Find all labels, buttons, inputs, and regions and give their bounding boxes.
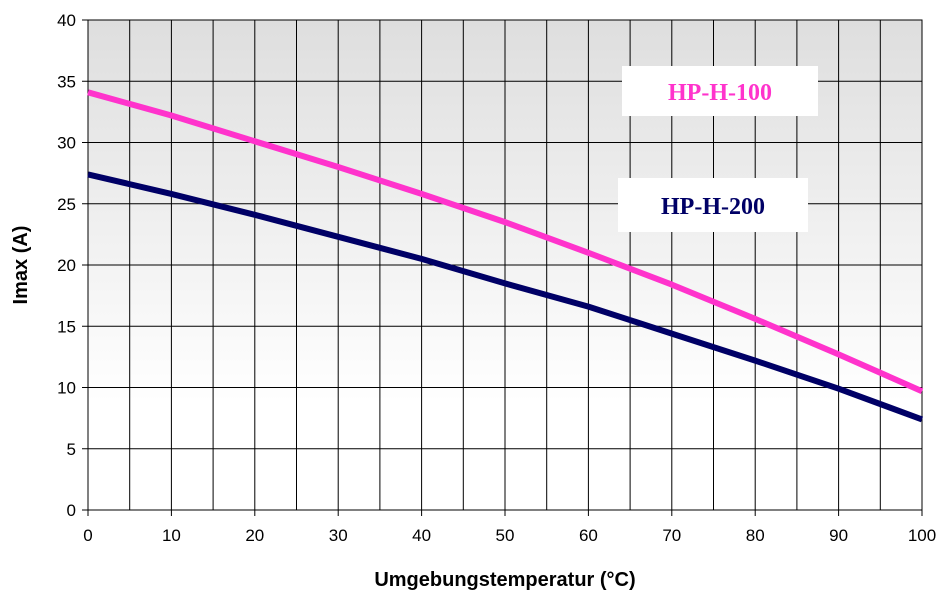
y-tick-label: 5: [67, 440, 76, 459]
series-group: [87, 89, 924, 423]
x-tick-label: 70: [662, 526, 681, 545]
x-tick-label: 20: [245, 526, 264, 545]
x-tick-label: 30: [329, 526, 348, 545]
x-tick-label: 50: [496, 526, 515, 545]
y-axis-title: Imax (A): [10, 226, 32, 305]
series-label-2: HP-H-200: [661, 194, 765, 220]
y-tick-label: 15: [57, 317, 76, 336]
y-tick-label: 0: [67, 501, 76, 520]
y-tick-label: 30: [57, 134, 76, 153]
y-tick-label: 40: [57, 11, 76, 30]
series-label-1: HP-H-100: [668, 80, 772, 106]
series-label-box: [622, 66, 818, 116]
x-tick-label: 10: [162, 526, 181, 545]
series-line-2: [87, 171, 924, 423]
y-tick-label: 35: [57, 72, 76, 91]
x-tick-label: 40: [412, 526, 431, 545]
series-labels: HP-H-100 HP-H-200: [618, 66, 818, 232]
series-label-box: [618, 178, 808, 232]
x-tick-label: 80: [746, 526, 765, 545]
axis-ticks: 0 10 20 30 40 50 60 70 80 90 100 0 5 10 15 20 25 30 35 40: [57, 11, 936, 545]
x-tick-label: 100: [908, 526, 936, 545]
x-tick-label: 60: [579, 526, 598, 545]
y-tick-label: 20: [57, 256, 76, 275]
x-axis-title: Umgebungstemperatur (°C): [374, 569, 635, 591]
x-tick-label: 0: [83, 526, 92, 545]
x-tick-label: 90: [829, 526, 848, 545]
y-tick-label: 10: [57, 379, 76, 398]
series-line-1: [87, 89, 924, 394]
y-tick-label: 25: [57, 195, 76, 214]
